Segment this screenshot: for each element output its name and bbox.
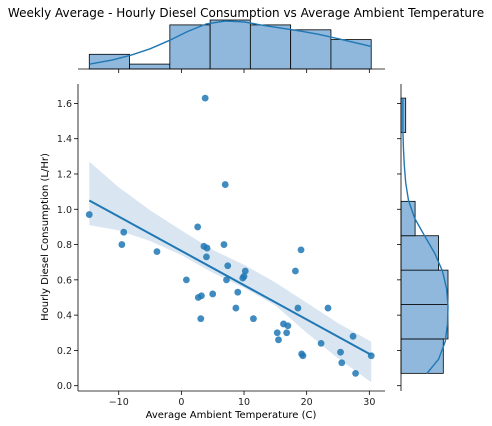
scatter-point xyxy=(221,181,229,188)
y-hist-bar xyxy=(400,235,439,271)
x-axis-label: Average Ambient Temperature (C) xyxy=(146,410,317,421)
y-hist-bar xyxy=(400,304,449,340)
y-axis-label: Hourly Diesel Consumption (L/Hr) xyxy=(40,153,51,321)
scatter-point xyxy=(194,223,202,231)
scatter-point xyxy=(203,253,210,261)
scatter-point xyxy=(299,352,307,360)
scatter-point xyxy=(120,228,128,236)
scatter-point xyxy=(234,288,242,296)
x-hist-bar xyxy=(169,24,211,70)
scatter-point xyxy=(337,348,344,356)
y-tick-label: 1.0 xyxy=(57,205,72,216)
scatter-point xyxy=(284,322,292,330)
y-tick-label: 0.8 xyxy=(57,240,72,251)
y-tick-label: 1.6 xyxy=(57,99,72,110)
x-tick-label: 0 xyxy=(178,397,184,408)
scatter-point xyxy=(220,241,228,248)
scatter-point xyxy=(250,315,257,323)
y-tick-label: 0.0 xyxy=(57,381,72,392)
y-tick-label: 1.4 xyxy=(57,134,72,145)
x-hist-bar xyxy=(209,19,251,70)
scatter-point xyxy=(223,276,230,284)
scatter-point xyxy=(367,352,375,360)
scatter-point xyxy=(283,329,291,337)
x-hist-bar xyxy=(129,63,171,70)
x-hist-bar xyxy=(330,39,372,70)
scatter-point xyxy=(352,369,359,377)
scatter-point xyxy=(153,248,161,256)
scatter-point xyxy=(241,267,249,275)
scatter-panel: −10 0 10 20 30 0.0 0.2 0.4 0.6 0.8 1.0 1.2 1.4 1.6 xyxy=(57,84,385,408)
x-marginal-histogram xyxy=(78,19,385,73)
regression-line-layer xyxy=(88,199,372,356)
x-tick-label: 10 xyxy=(238,397,250,408)
x-hist-bar xyxy=(290,29,332,70)
y-tick-label: 1.2 xyxy=(57,169,72,180)
scatter-point xyxy=(85,211,93,218)
scatter-point xyxy=(338,359,346,367)
x-tick-label: 20 xyxy=(301,397,313,408)
scatter-point xyxy=(203,244,211,252)
axes-layer: −10 0 10 20 30 0.0 0.2 0.4 0.6 0.8 1.0 1.2 1.4 1.6 xyxy=(57,84,385,408)
scatter-point xyxy=(324,304,332,312)
scatter-point xyxy=(275,336,282,344)
scatter-point xyxy=(197,315,205,323)
y-tick-label: 0.4 xyxy=(57,311,72,322)
scatter-point xyxy=(224,262,232,270)
scatter-point xyxy=(317,339,325,347)
scatter-point xyxy=(201,94,209,102)
scatter-point xyxy=(297,246,305,254)
y-tick-label: 0.2 xyxy=(57,346,72,357)
x-tick-label: −10 xyxy=(109,397,129,408)
chart-title: Weekly Average - Hourly Diesel Consumpti… xyxy=(8,6,484,20)
regression-line xyxy=(88,199,372,356)
y-hist-bar xyxy=(400,200,416,237)
scatter-point xyxy=(240,272,248,280)
y-hist-bar xyxy=(400,269,449,305)
y-hist-bar xyxy=(400,338,444,374)
scatter-point xyxy=(292,267,299,275)
x-tick-label: 30 xyxy=(363,397,375,408)
x-kde-curve xyxy=(89,20,372,65)
scatter-point xyxy=(118,241,126,248)
scatter-point xyxy=(349,332,357,340)
confidence-band xyxy=(89,161,372,383)
y-tick-label: 0.6 xyxy=(57,275,72,286)
scatter-point xyxy=(294,304,302,312)
scatter-point xyxy=(182,276,190,284)
y-marginal-histogram xyxy=(397,84,449,391)
scatter-point xyxy=(273,329,281,337)
scatter-point xyxy=(198,292,205,300)
scatter-point xyxy=(209,290,217,298)
x-hist-bar xyxy=(249,24,292,70)
y-kde-curve xyxy=(402,98,449,374)
scatter-point xyxy=(232,304,240,312)
confidence-band-layer xyxy=(89,161,372,383)
scatter-points-layer xyxy=(85,94,375,377)
